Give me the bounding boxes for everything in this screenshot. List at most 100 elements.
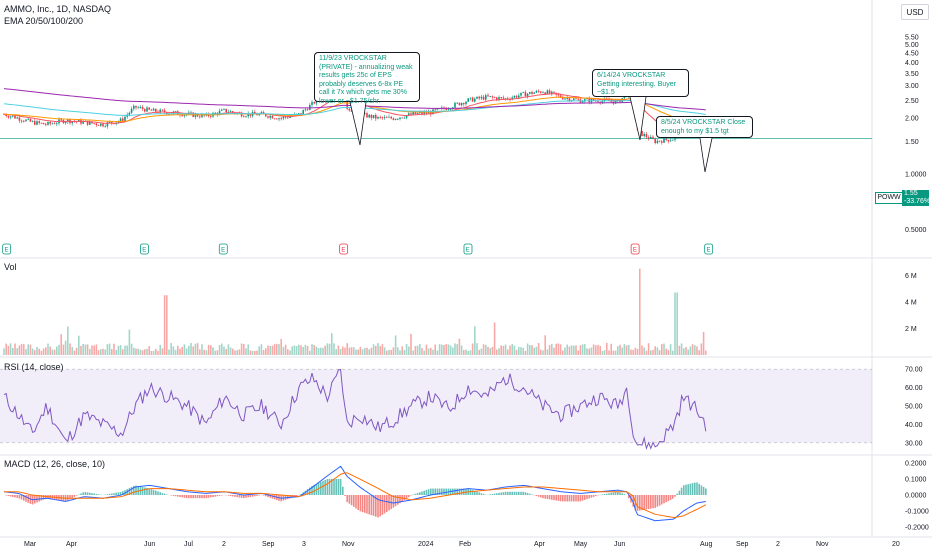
price-candle <box>513 95 516 98</box>
price-candle <box>271 115 274 119</box>
price-tick-label: 2.50 <box>905 98 919 105</box>
price-candle <box>504 98 507 100</box>
macd-histogram-bar <box>309 487 311 495</box>
price-candle <box>262 112 265 114</box>
volume-bar <box>531 345 533 355</box>
price-candle <box>104 126 106 128</box>
macd-histogram-bar <box>592 495 595 497</box>
volume-bar <box>353 347 355 355</box>
volume-bar <box>126 345 128 355</box>
volume-bar <box>452 347 454 355</box>
earnings-marker-icon <box>463 243 473 255</box>
macd-histogram-bar <box>410 495 412 496</box>
macd-histogram-bar <box>25 495 27 502</box>
volume-bar <box>243 344 245 355</box>
volume-bar <box>139 349 142 355</box>
earnings-marker-icon <box>218 243 228 255</box>
volume-bar <box>190 343 192 355</box>
volume-bar <box>375 345 377 355</box>
macd-histogram-bar <box>515 491 518 495</box>
volume-bar <box>339 349 342 355</box>
volume-bar <box>608 350 610 355</box>
volume-bar <box>678 345 681 355</box>
volume-bar <box>562 350 564 355</box>
macd-histogram-bar <box>551 495 553 500</box>
price-candle <box>425 111 428 114</box>
macd-histogram-bar <box>546 495 549 499</box>
x-tick-label: 2 <box>222 541 226 548</box>
volume-bar <box>568 346 571 355</box>
macd-histogram-bar <box>621 493 623 495</box>
price-candle <box>476 96 478 99</box>
volume-bar <box>273 344 276 355</box>
rsi-legend[interactable]: RSI (14, close) <box>4 362 64 372</box>
volume-bar <box>251 350 254 355</box>
volume-bar <box>313 344 315 355</box>
volume-bar <box>489 348 491 355</box>
macd-histogram-bar <box>628 495 630 499</box>
volume-bar <box>700 343 703 355</box>
price-candle <box>161 109 164 111</box>
macd-histogram-bar <box>295 495 298 496</box>
macd-histogram-bar <box>179 495 181 497</box>
currency-button[interactable]: USD <box>901 4 929 20</box>
volume-bar <box>75 347 78 355</box>
volume-bar <box>636 348 639 355</box>
volume-bar <box>368 349 370 355</box>
volume-bar <box>245 348 247 355</box>
macd-histogram-bar <box>188 495 190 499</box>
volume-bar <box>289 350 291 355</box>
volume-bar <box>258 346 260 355</box>
macd-tick-label: 0.2000 <box>905 460 927 467</box>
volume-bar <box>478 349 480 355</box>
volume-legend[interactable]: Vol <box>4 262 17 272</box>
price-candle <box>128 112 131 115</box>
price-candle <box>480 96 483 99</box>
macd-histogram-bar <box>581 495 584 501</box>
macd-histogram-bar <box>577 495 579 502</box>
macd-histogram-bar <box>199 495 201 499</box>
macd-histogram-bar <box>214 495 216 497</box>
volume-bar <box>53 349 56 355</box>
volume-bar <box>702 331 705 355</box>
x-tick-label: Jun <box>144 541 155 548</box>
macd-histogram-bar <box>108 493 111 495</box>
price-candle <box>306 109 309 111</box>
volume-bar <box>60 334 62 355</box>
ema-legend[interactable]: EMA 20/50/100/200 <box>4 16 84 26</box>
last-price-tag: POWW 1.55 -33.76% <box>875 190 931 206</box>
volume-bar <box>179 348 181 355</box>
price-candle <box>394 118 397 120</box>
price-candle <box>159 109 161 113</box>
macd-histogram-bar <box>370 495 373 516</box>
macd-histogram-bar <box>190 495 192 499</box>
volume-bar <box>661 344 663 355</box>
macd-histogram-bar <box>579 495 582 502</box>
annotation-note-2[interactable]: 6/14/24 VROCKSTAR Getting interesting. B… <box>592 69 689 97</box>
volume-bar <box>414 346 417 355</box>
macd-histogram-bar <box>40 495 43 501</box>
price-candle <box>381 117 384 119</box>
price-tick-label: 2.00 <box>905 116 919 123</box>
volume-bar <box>390 349 392 355</box>
annotation-note-3[interactable]: 8/5/24 VROCKSTAR Close enough to my $1.5… <box>656 116 753 138</box>
volume-bar <box>493 322 496 355</box>
volume-bar <box>265 348 267 355</box>
macd-histogram-bar <box>452 488 454 495</box>
volume-bar <box>449 345 452 355</box>
annotation-note-1[interactable]: 11/9/23 VROCKSTAR (PRIVATE) - annualizin… <box>314 52 420 105</box>
macd-histogram-bar <box>463 488 465 495</box>
volume-bar <box>590 347 593 355</box>
macd-histogram-bar <box>500 492 502 495</box>
volume-bar <box>656 347 659 355</box>
price-candle <box>522 92 524 93</box>
price-candle <box>392 118 395 120</box>
earnings-marker-label: E <box>221 248 225 254</box>
price-change: -33.76% <box>904 198 931 205</box>
macd-histogram-bar <box>438 488 441 495</box>
macd-legend[interactable]: MACD (12, 26, close, 10) <box>4 459 106 469</box>
volume-bar <box>181 346 183 355</box>
price-candle <box>313 102 315 104</box>
price-candle <box>570 100 573 101</box>
